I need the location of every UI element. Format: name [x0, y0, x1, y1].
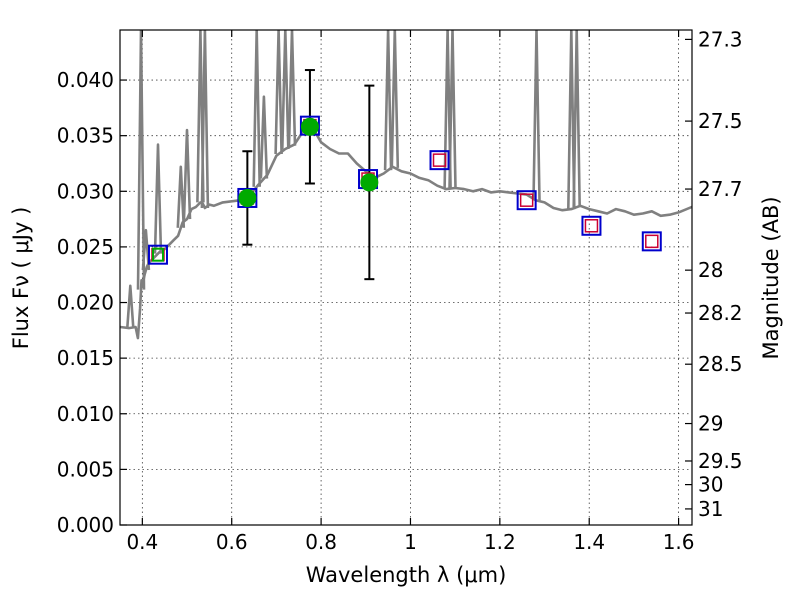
model-photometry-box: [147, 244, 168, 265]
y2-tick-label: 28.5: [698, 352, 743, 376]
model-photometry-inner: [519, 193, 534, 207]
grid: [120, 30, 692, 526]
y-tick-label: 0.040: [57, 68, 114, 92]
model-photometry-inner: [584, 219, 599, 233]
plot-area: [120, 30, 692, 340]
model-photometry-inner: [432, 153, 447, 167]
emission-line: [572, 30, 581, 208]
emission-line: [567, 30, 576, 210]
emission-line: [182, 128, 192, 220]
y2-tick-label: 28: [698, 258, 723, 282]
emission-line: [448, 30, 457, 189]
y2-tick-label: 27.3: [698, 27, 743, 51]
model-photometry-box: [581, 215, 602, 236]
emission-line: [126, 284, 135, 328]
y-tick-label: 0.025: [57, 235, 114, 259]
emission-line: [153, 143, 163, 254]
emission-line: [252, 30, 261, 187]
model-photometry-box: [641, 231, 662, 252]
y-tick-label: 0.000: [57, 513, 114, 537]
x-axis-label: Wavelength λ (μm): [306, 563, 507, 587]
x-tick-label: 1.4: [573, 530, 605, 554]
y2-tick-label: 31: [698, 497, 723, 521]
y-tick-label: 0.010: [57, 402, 114, 426]
emission-line: [141, 228, 151, 271]
emission-line: [281, 30, 290, 150]
emission-line: [259, 95, 269, 179]
x-tick-label: 0.4: [126, 530, 158, 554]
observed-point: [300, 117, 319, 136]
emission-line: [287, 30, 297, 146]
observed-point: [238, 188, 257, 207]
model-photometry-box: [516, 190, 537, 211]
emission-line: [136, 30, 146, 290]
y2-tick-label: 27.5: [698, 109, 743, 133]
x-tick-label: 0.8: [305, 530, 337, 554]
y2-tick-label: 29.5: [698, 449, 743, 473]
y2-axis-label: Magnitude (AB): [759, 196, 783, 359]
x-tick-label: 1.6: [663, 530, 695, 554]
plot-frame: [119, 29, 693, 526]
emission-line: [176, 165, 186, 228]
x-tick-label: 1: [404, 530, 417, 554]
y2-tick-label: 30: [698, 473, 723, 497]
y-tick-label: 0.005: [57, 457, 114, 481]
y-axis-label: Flux Fν ( μJy ): [9, 207, 33, 350]
emission-line: [274, 30, 283, 155]
observed-upper-box: [151, 247, 164, 262]
emission-line: [383, 30, 393, 171]
emission-line: [200, 30, 210, 209]
y2-tick-label: 28.2: [698, 301, 743, 325]
emission-line: [532, 30, 541, 201]
photometry-markers: [147, 69, 662, 281]
y-tick-label: 0.030: [57, 179, 114, 203]
y2-tick-label: 29: [698, 412, 723, 436]
y2-tick-label: 27.7: [698, 177, 743, 201]
observed-point: [360, 173, 379, 192]
model-photometry-box: [429, 150, 450, 171]
x-tick-label: 0.6: [216, 530, 248, 554]
model-photometry-inner: [645, 234, 659, 249]
x-tick-label: 1.2: [484, 530, 516, 554]
y-tick-label: 0.035: [57, 124, 114, 148]
emission-line: [390, 30, 400, 168]
y-tick-label: 0.020: [57, 291, 114, 315]
y-tick-label: 0.015: [57, 346, 114, 370]
axis-ticks: 0.4 0.6 0.8 1 1.2 1.4 1.6 0.000 0.005 0.010 0.015 0…: [57, 27, 743, 554]
